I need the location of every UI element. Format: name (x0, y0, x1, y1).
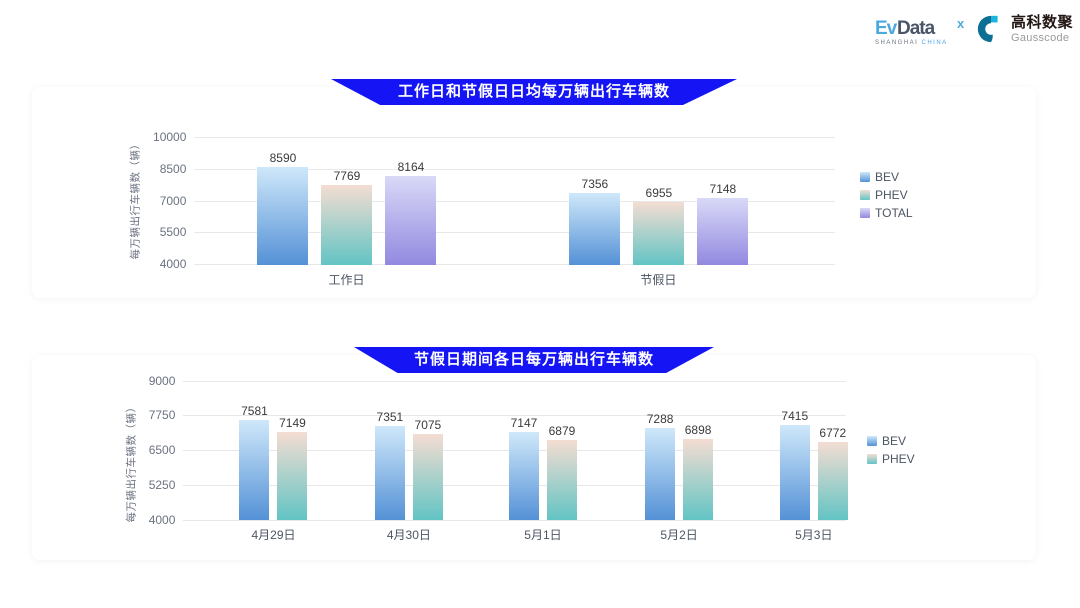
svg-text:Ev: Ev (875, 18, 898, 39)
svg-text:x: x (957, 17, 965, 31)
svg-text:Data: Data (897, 18, 936, 39)
